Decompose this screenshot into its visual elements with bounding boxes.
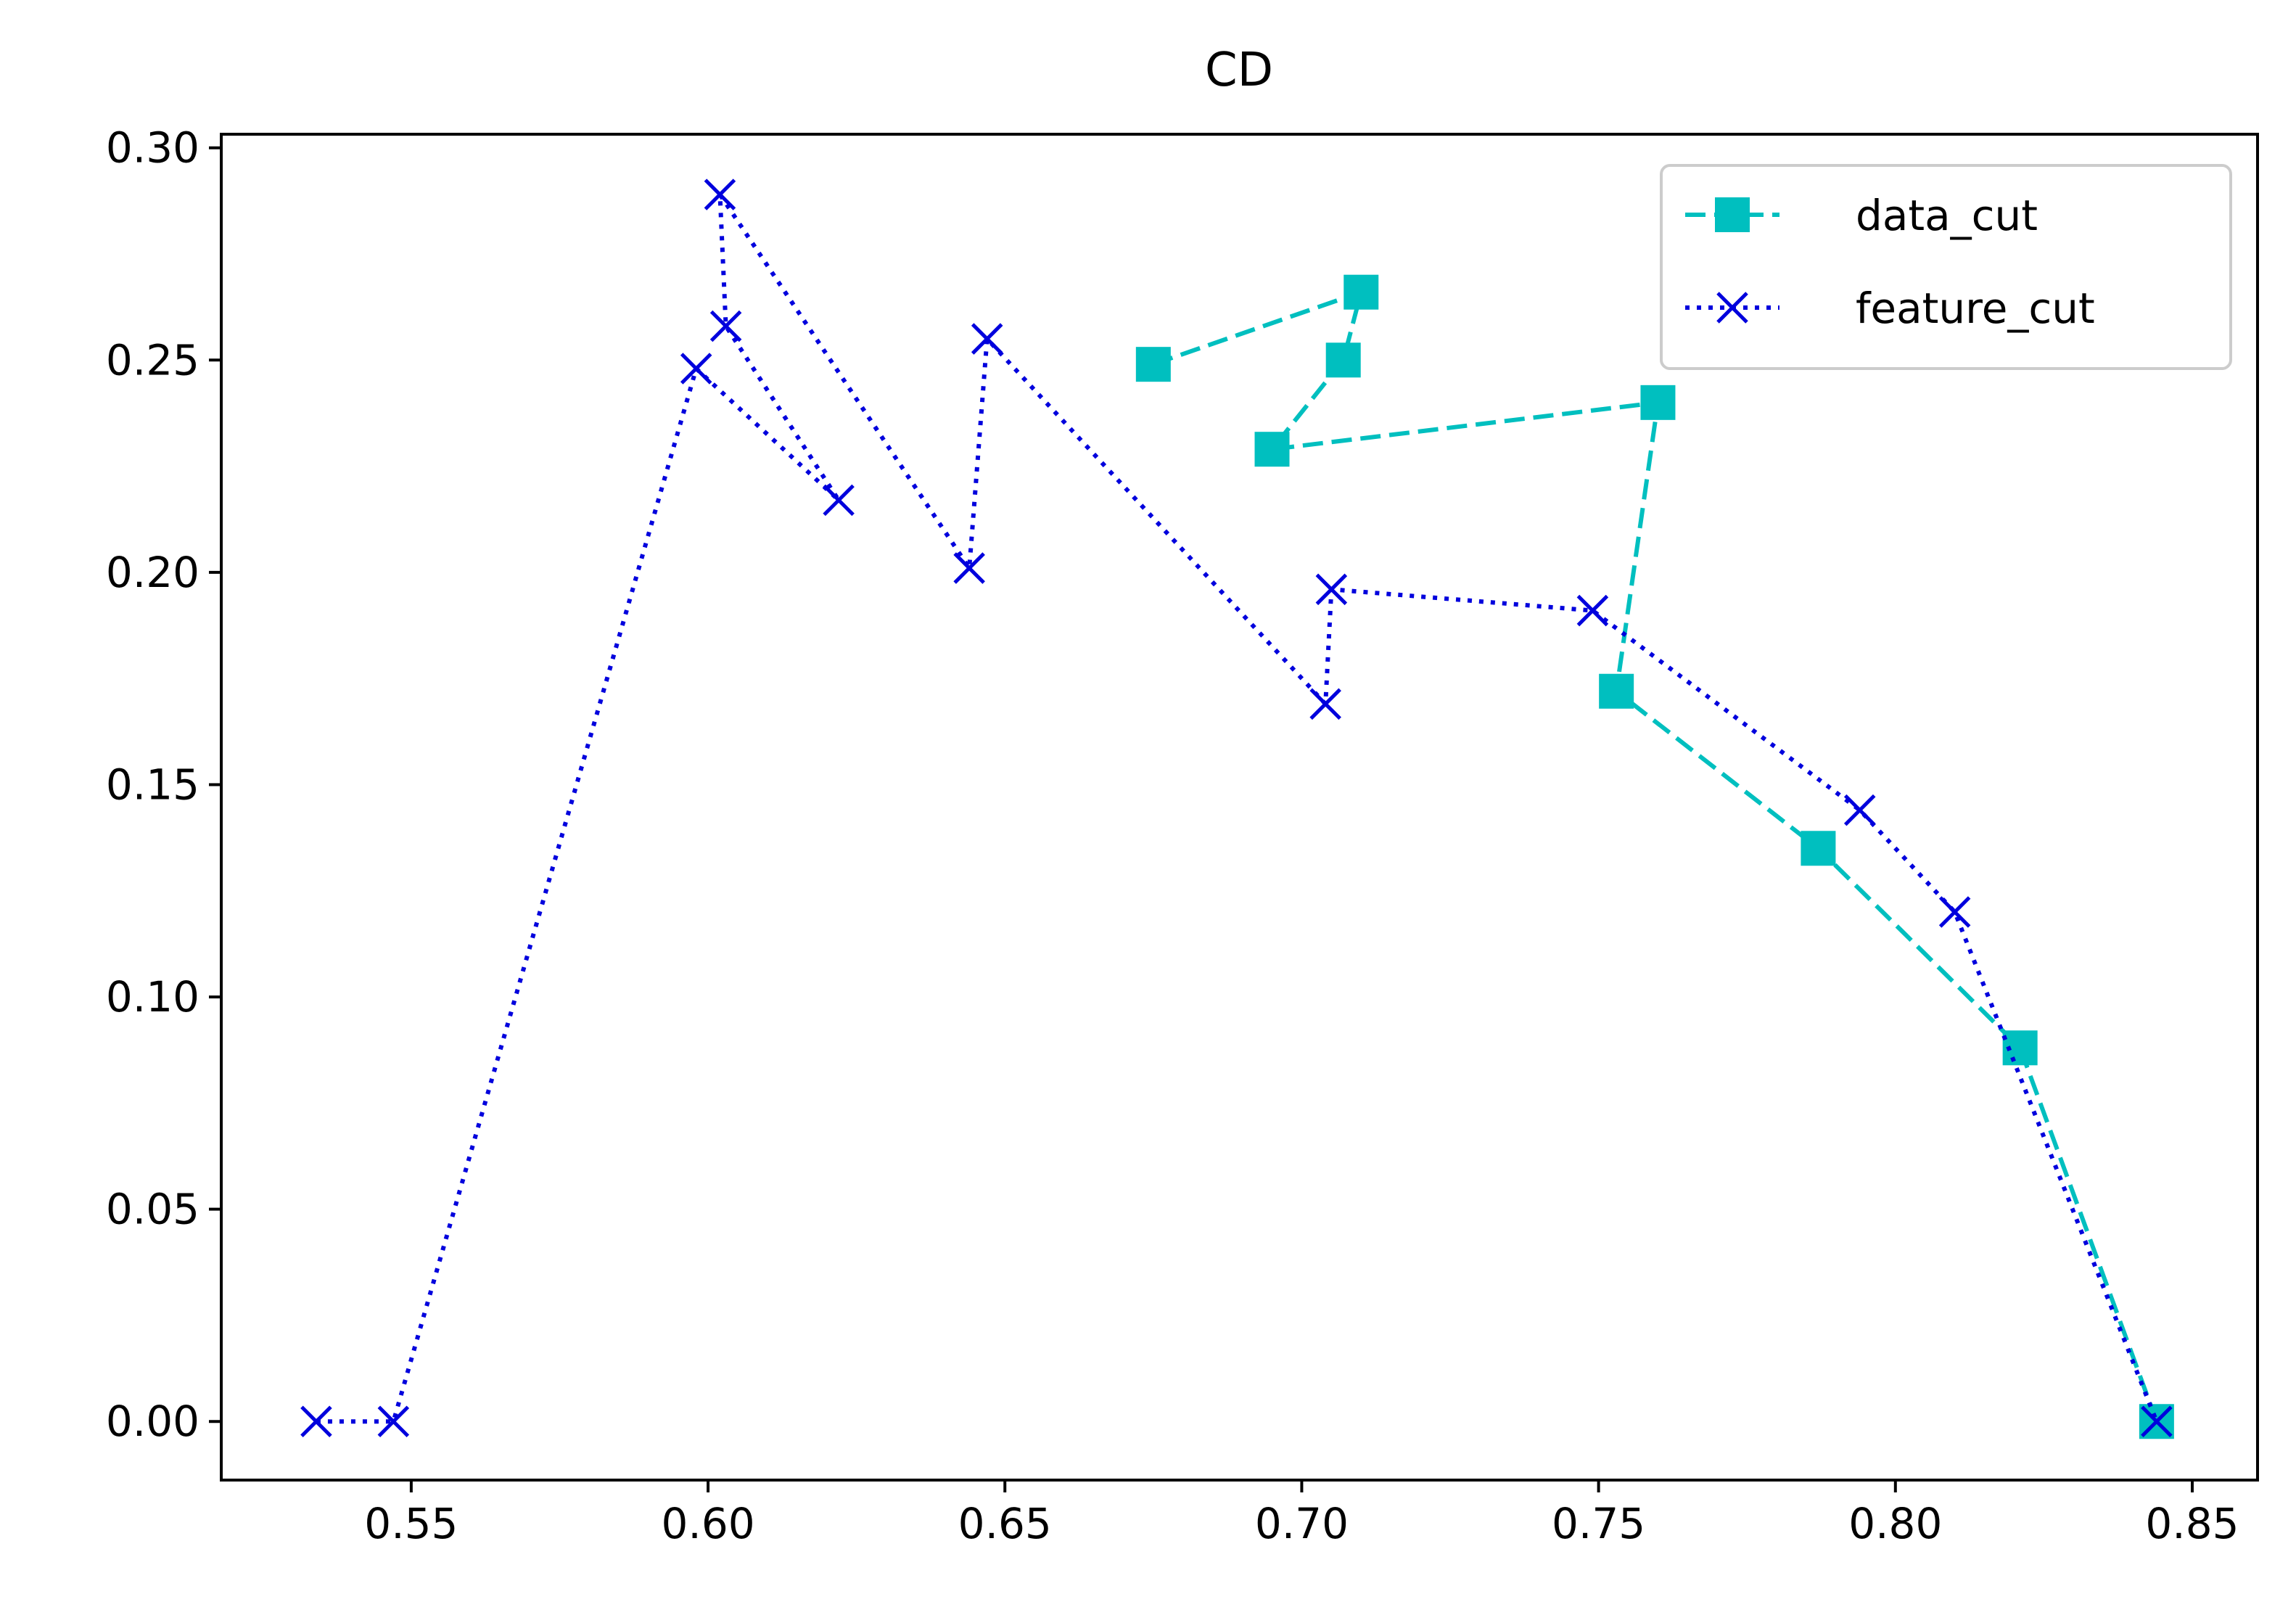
marker-stroke (377, 1405, 410, 1438)
marker-stroke (953, 552, 985, 584)
marker-stroke (709, 310, 742, 342)
data-point (377, 1405, 410, 1438)
data-point (1135, 347, 1171, 382)
data-point (300, 1405, 332, 1438)
x-tick-label: 0.75 (1552, 1499, 1645, 1548)
data-point (1801, 831, 1836, 866)
data-point (709, 310, 742, 342)
x-tick-label: 0.65 (958, 1499, 1052, 1548)
marker-stroke (300, 1405, 332, 1438)
marker-stroke (1938, 896, 1971, 928)
data-point (1599, 673, 1634, 709)
data-point (2141, 1405, 2173, 1438)
data-point (704, 178, 736, 210)
plot-frame (220, 133, 2259, 1482)
data-point (1640, 385, 1676, 420)
x-tick-label: 0.60 (661, 1499, 754, 1548)
data-point (1325, 342, 1361, 378)
x-axis: 0.55 0.60 0.65 0.70 0.75 0.80 0.85 (364, 1480, 2239, 1548)
data-point (1938, 896, 1971, 928)
data-point (1315, 573, 1348, 606)
legend-marker (1716, 292, 1748, 324)
marker-stroke (704, 178, 736, 210)
marker-stroke (1843, 794, 1876, 826)
legend-marker (1715, 197, 1750, 232)
data-point (1843, 794, 1876, 826)
chart-title: CD (1205, 44, 1273, 97)
y-tick-label: 0.25 (106, 335, 199, 385)
legend: data_cut feature_cut (1660, 164, 2232, 370)
plot-series (300, 178, 2174, 1439)
series-feature_cut (300, 178, 2173, 1438)
x-tick-label: 0.70 (1255, 1499, 1349, 1548)
marker-stroke (680, 353, 712, 385)
y-tick-label: 0.30 (106, 123, 199, 173)
data-point (1576, 594, 1609, 627)
data-point (1309, 688, 1341, 720)
y-tick-label: 0.20 (106, 548, 199, 597)
x-tick-label: 0.80 (1848, 1499, 1942, 1548)
data-point (823, 484, 855, 517)
data-point (971, 323, 1003, 355)
data-point (1254, 432, 1290, 467)
data-point (680, 353, 712, 385)
marker-stroke (1315, 573, 1348, 606)
marker-stroke (971, 323, 1003, 355)
y-tick-label: 0.15 (106, 760, 199, 809)
marker-stroke (1309, 688, 1341, 720)
x-tick-label: 0.55 (364, 1499, 458, 1548)
marker-stroke (1716, 292, 1748, 324)
data-point (953, 552, 985, 584)
series-data_cut (1135, 274, 2174, 1439)
y-axis: 0.00 0.05 0.10 0.15 0.20 0.25 0.30 (106, 123, 221, 1446)
marker-stroke (1576, 594, 1609, 627)
marker-stroke (823, 484, 855, 517)
y-tick-label: 0.00 (106, 1397, 199, 1446)
y-tick-label: 0.05 (106, 1185, 199, 1234)
y-tick-label: 0.10 (106, 972, 199, 1022)
legend-label: data_cut (1856, 191, 2038, 240)
legend-item-data_cut: data_cut (1685, 191, 2038, 240)
data-point (1344, 274, 1379, 310)
x-tick-label: 0.85 (2145, 1499, 2239, 1548)
legend-box (1660, 164, 2232, 370)
marker-stroke (2141, 1405, 2173, 1438)
legend-label: feature_cut (1856, 284, 2095, 333)
legend-item-feature_cut: feature_cut (1685, 284, 2095, 333)
